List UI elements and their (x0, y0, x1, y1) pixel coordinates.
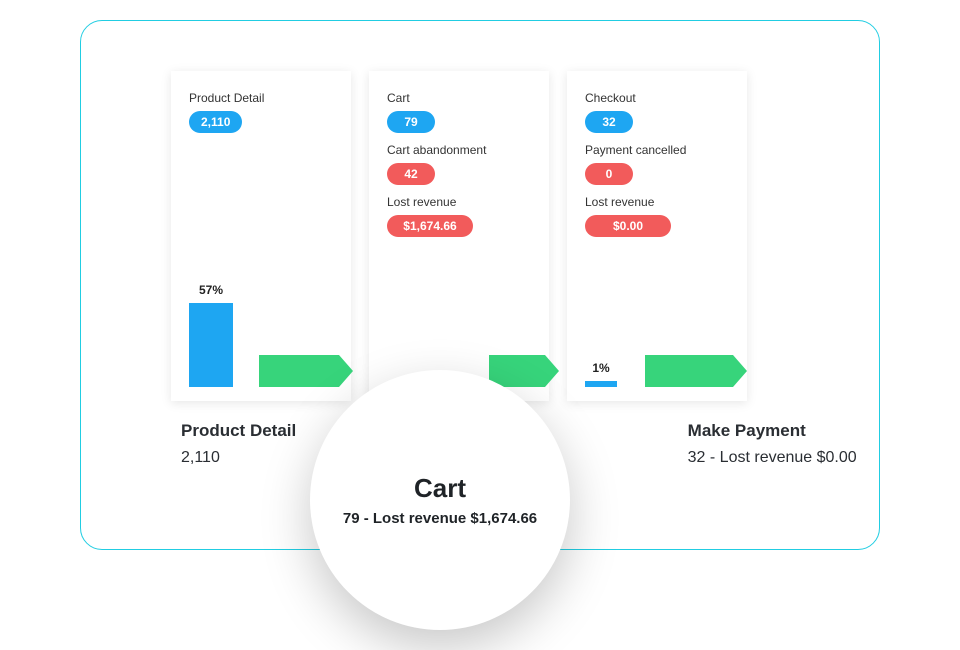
metric-label: Lost revenue (387, 195, 531, 209)
lens-sub: 79 - Lost revenue $1,674.66 (343, 510, 537, 527)
summary-sub: 32 - Lost revenue $0.00 (688, 449, 881, 467)
metric-pill: 32 (585, 111, 633, 133)
bar-zone: 1% (585, 287, 729, 387)
bar (585, 381, 617, 387)
bar-percent-label: 1% (592, 361, 609, 375)
summary-make-payment: Make Payment 32 - Lost revenue $0.00 (688, 421, 881, 485)
bar-zone: 57% (189, 287, 333, 387)
bar-wrap: 57% (189, 283, 233, 387)
summary-title: Make Payment (688, 421, 881, 441)
flow-arrow (489, 355, 559, 387)
metric-pill: $1,674.66 (387, 215, 473, 237)
flow-arrow (645, 355, 747, 387)
metric-label: Product Detail (189, 91, 333, 105)
metric-label: Checkout (585, 91, 729, 105)
metric-label: Payment cancelled (585, 143, 729, 157)
metric-label: Cart abandonment (387, 143, 531, 157)
metric-pill: $0.00 (585, 215, 671, 237)
metric-label: Lost revenue (585, 195, 729, 209)
card-cart[interactable]: Cart 79 Cart abandonment 42 Lost revenue… (369, 71, 549, 401)
card-checkout[interactable]: Checkout 32 Payment cancelled 0 Lost rev… (567, 71, 747, 401)
funnel-cards: Product Detail 2,110 57% Cart 79 Cart ab… (171, 71, 871, 401)
bar-wrap: 1% (585, 361, 617, 387)
flow-arrow (259, 355, 353, 387)
metric-label: Cart (387, 91, 531, 105)
metric-pill: 0 (585, 163, 633, 185)
metric-pill: 42 (387, 163, 435, 185)
card-product-detail[interactable]: Product Detail 2,110 57% (171, 71, 351, 401)
metric-pill: 79 (387, 111, 435, 133)
bar-percent-label: 57% (199, 283, 223, 297)
metric-pill: 2,110 (189, 111, 242, 133)
lens-title: Cart (414, 473, 466, 504)
magnifier-lens: Cart 79 - Lost revenue $1,674.66 (310, 370, 570, 630)
bar (189, 303, 233, 387)
